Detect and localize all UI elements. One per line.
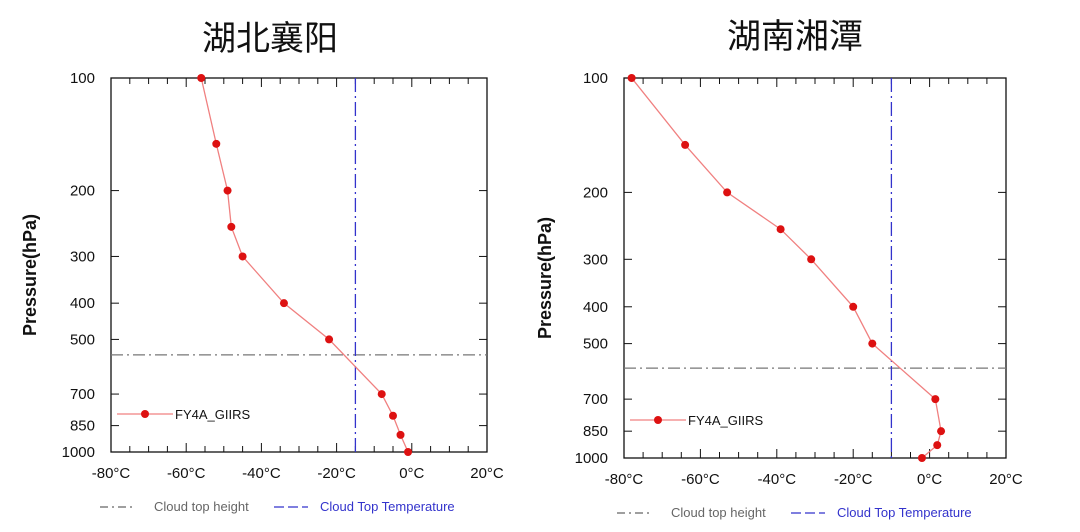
y-tick-label: 500 <box>70 331 95 348</box>
data-point <box>396 430 405 439</box>
data-point <box>627 74 636 82</box>
x-tick-label: -40°C <box>758 471 797 488</box>
y-tick-label: 850 <box>70 418 95 435</box>
y-tick-label: 100 <box>583 70 608 87</box>
data-point <box>681 140 690 149</box>
x-tick-label: -60°C <box>681 471 720 488</box>
x-tick-label: 0°C <box>399 465 424 482</box>
y-tick-label: 700 <box>70 386 95 403</box>
data-point <box>223 186 232 195</box>
chart-panel-1: 湖北襄阳 -80°C -60°C -40°C -20°C 0°C 20°C 100 200 300… <box>20 19 504 514</box>
bottom-legend-label: Cloud top height <box>671 505 766 520</box>
y-axis-label: Pressure(hPa) <box>20 214 40 336</box>
data-point <box>404 448 413 456</box>
y-tick-label: 200 <box>583 184 608 201</box>
data-point <box>917 454 926 462</box>
y-axis-label: Pressure(hPa) <box>535 217 555 339</box>
y-tick-label: 100 <box>70 70 95 87</box>
y-tick-label: 1000 <box>575 450 608 467</box>
data-point <box>933 441 942 450</box>
x-tick-label: 20°C <box>470 465 504 482</box>
chart-title: 湖南湘潭 <box>727 17 863 57</box>
x-tick-label: -40°C <box>242 465 281 482</box>
data-point <box>723 188 732 197</box>
y-tick-label: 200 <box>70 183 95 200</box>
legend-marker <box>141 410 149 418</box>
y-tick-label: 400 <box>583 299 608 316</box>
x-tick-label: -80°C <box>92 465 131 482</box>
y-tick-label: 850 <box>583 423 608 440</box>
y-tick-label: 1000 <box>62 444 95 461</box>
legend-label: FY4A_GIIRS <box>175 407 250 422</box>
x-tick-label: -60°C <box>167 465 206 482</box>
x-tick-label: -80°C <box>605 471 644 488</box>
bottom-legend-label: Cloud top height <box>154 499 249 514</box>
data-point <box>212 139 221 148</box>
chart-panel-2: 湖南湘潭 -80°C -60°C -40°C -20°C 0°C 20°C 100 200 300… <box>535 17 1023 520</box>
data-point <box>807 255 816 264</box>
plot-frame <box>110 77 488 453</box>
y-tick-label: 400 <box>70 295 95 312</box>
y-tick-label: 500 <box>583 336 608 353</box>
legend-label: FY4A_GIIRS <box>688 413 763 428</box>
plot-frame <box>623 77 1007 459</box>
x-tick-label: 20°C <box>989 471 1023 488</box>
chart-title: 湖北襄阳 <box>202 19 338 59</box>
x-tick-label: -20°C <box>317 465 356 482</box>
data-point <box>849 302 858 311</box>
y-tick-label: 300 <box>583 251 608 268</box>
x-tick-label: 0°C <box>917 471 942 488</box>
series-line <box>200 77 409 453</box>
data-point <box>389 411 397 420</box>
data-point <box>868 339 877 348</box>
x-tick-label: -20°C <box>834 471 873 488</box>
data-point <box>776 225 785 234</box>
bottom-legend-label: Cloud Top Temperature <box>320 499 455 514</box>
data-point <box>197 74 206 82</box>
legend-marker <box>654 416 662 424</box>
bottom-legend-label: Cloud Top Temperature <box>837 505 972 520</box>
y-tick-label: 300 <box>70 248 95 265</box>
data-point <box>238 252 247 261</box>
data-point <box>931 395 940 404</box>
series-line <box>631 77 942 459</box>
y-tick-label: 700 <box>583 391 608 408</box>
data-point <box>937 427 946 436</box>
data-point <box>279 299 288 308</box>
data-point <box>325 335 334 344</box>
data-point <box>377 390 386 399</box>
data-point <box>227 222 236 231</box>
